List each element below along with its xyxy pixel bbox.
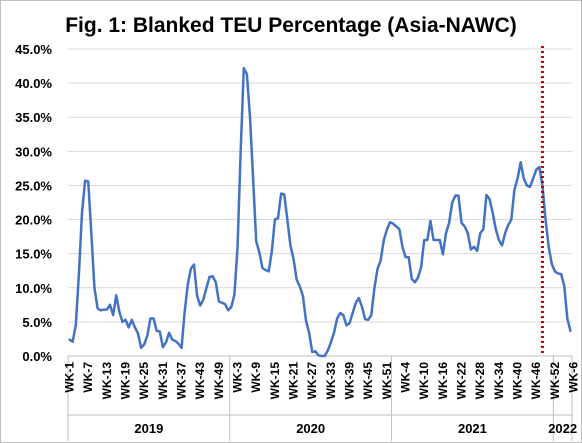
x-tick-label: WK-16: [436, 362, 450, 400]
chart-title: Fig. 1: Blanked TEU Percentage (Asia-NAW…: [65, 14, 517, 37]
y-tick-label: 20.0%: [15, 213, 52, 228]
series-layer: [68, 66, 572, 358]
y-tick-label: 15.0%: [15, 247, 52, 262]
x-tick-label: WK-27: [305, 362, 319, 400]
x-axis: 2019 2020 2021 2022 WK-1 WK-7 WK-13 WK-19 WK-25 W…: [63, 355, 581, 441]
y-tick-label: 0.0%: [22, 349, 52, 364]
year-label: 2022: [548, 421, 577, 436]
x-tick-label: WK-43: [193, 362, 207, 400]
x-tick-label: WK-10: [417, 362, 431, 400]
x-tick-label: WK-45: [361, 362, 375, 400]
x-tick-label: WK-34: [492, 362, 506, 400]
x-tick-label: WK-51: [380, 362, 394, 400]
x-tick-label: WK-25: [137, 362, 151, 400]
gridlines: [68, 48, 572, 357]
y-tick-label: 10.0%: [15, 281, 52, 296]
y-tick-label: 45.0%: [15, 42, 52, 57]
year-label: 2020: [296, 421, 325, 436]
x-tick-label: WK-7: [81, 362, 95, 393]
x-tick-label: WK-52: [548, 362, 562, 400]
y-tick-label: 40.0%: [15, 76, 52, 91]
x-tick-label: WK-6: [567, 362, 581, 393]
x-tick-label: WK-28: [473, 362, 487, 400]
x-tick-label: WK-15: [268, 362, 282, 400]
x-tick-label: WK-22: [455, 362, 469, 400]
year-label: 2021: [458, 421, 487, 436]
y-tick-label: 5.0%: [22, 315, 52, 330]
x-tick-label: WK-21: [287, 362, 301, 400]
x-tick-label: WK-19: [119, 362, 133, 400]
x-tick-label: WK-39: [343, 362, 357, 400]
x-tick-label: WK-9: [249, 362, 263, 393]
y-axis-labels: 0.0% 5.0% 10.0% 15.0% 20.0% 25.0% 30.0% 35.0% 40…: [15, 42, 52, 364]
x-tick-label: WK-46: [529, 362, 543, 400]
series-line: [68, 66, 572, 358]
y-tick-label: 30.0%: [15, 144, 52, 159]
y-tick-label: 35.0%: [15, 110, 52, 125]
x-tick-label: WK-13: [100, 362, 114, 400]
x-tick-label: WK-4: [399, 362, 413, 393]
y-tick-label: 25.0%: [15, 178, 52, 193]
x-tick-label: WK-37: [175, 362, 189, 400]
x-tick-label: WK-40: [511, 362, 525, 400]
x-tick-label: WK-1: [63, 362, 77, 393]
x-tick-label: WK-3: [231, 362, 245, 393]
x-tick-label: WK-33: [324, 362, 338, 400]
x-tick-label: WK-49: [212, 362, 226, 400]
x-tick-label: WK-31: [156, 362, 170, 400]
year-label: 2019: [134, 421, 163, 436]
